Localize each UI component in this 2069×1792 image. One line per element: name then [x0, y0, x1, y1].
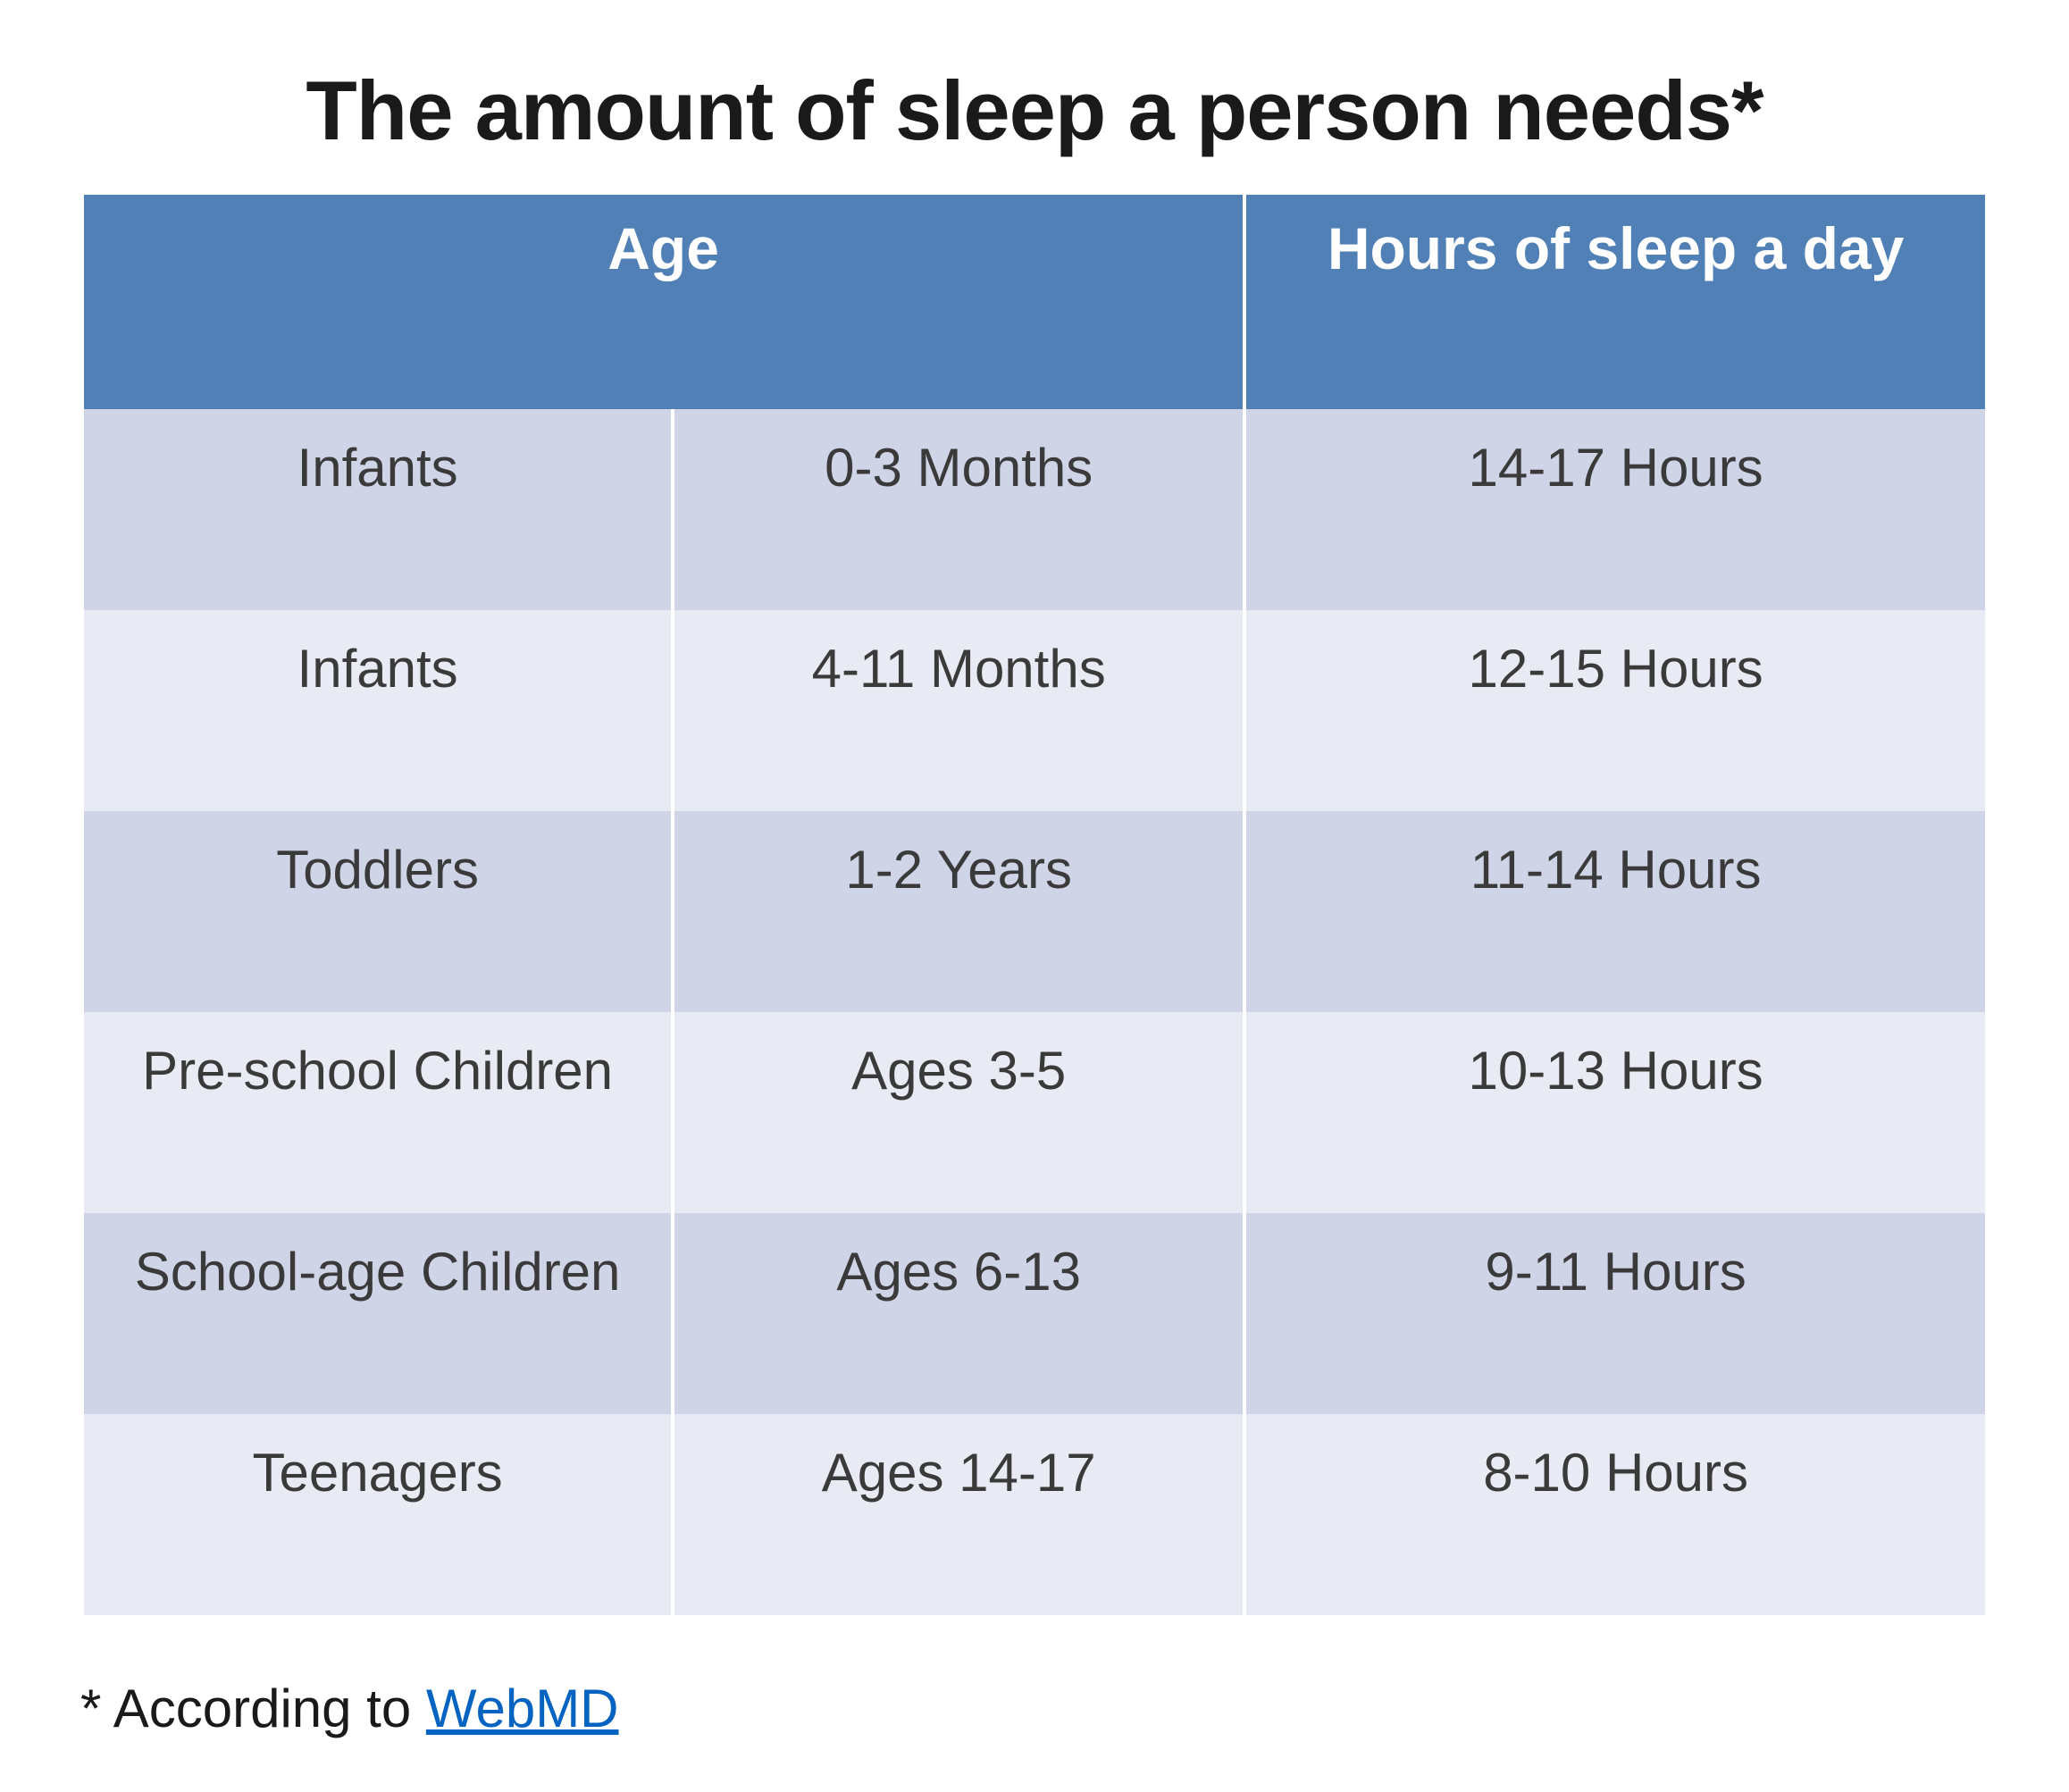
cell-hours: 10-13 Hours: [1246, 1012, 1985, 1213]
cell-group: Toddlers: [84, 811, 671, 1012]
table-row: Pre-school Children Ages 3-5 10-13 Hours: [84, 1012, 1985, 1213]
cell-range: Ages 3-5: [674, 1012, 1243, 1213]
cell-hours: 12-15 Hours: [1246, 610, 1985, 811]
cell-group: Teenagers: [84, 1414, 671, 1615]
cell-range: 0-3 Months: [674, 409, 1243, 610]
source-link[interactable]: WebMD: [426, 1679, 619, 1738]
table-row: Toddlers 1-2 Years 11-14 Hours: [84, 811, 1985, 1012]
cell-group: Pre-school Children: [84, 1012, 671, 1213]
footnote-text: * According to: [80, 1679, 426, 1738]
cell-group: Infants: [84, 409, 671, 610]
cell-hours: 8-10 Hours: [1246, 1414, 1985, 1615]
cell-range: Ages 14-17: [674, 1414, 1243, 1615]
column-header-age: Age: [84, 195, 1243, 409]
cell-group: School-age Children: [84, 1213, 671, 1414]
table-row: Infants 4-11 Months 12-15 Hours: [84, 610, 1985, 811]
sleep-table: Age Hours of sleep a day Infants 0-3 Mon…: [80, 195, 1989, 1615]
table-body: Infants 0-3 Months 14-17 Hours Infants 4…: [84, 409, 1985, 1615]
cell-hours: 9-11 Hours: [1246, 1213, 1985, 1414]
table-header-row: Age Hours of sleep a day: [84, 195, 1985, 409]
cell-range: Ages 6-13: [674, 1213, 1243, 1414]
cell-hours: 11-14 Hours: [1246, 811, 1985, 1012]
table-row: Infants 0-3 Months 14-17 Hours: [84, 409, 1985, 610]
column-header-hours: Hours of sleep a day: [1246, 195, 1985, 409]
cell-range: 1-2 Years: [674, 811, 1243, 1012]
cell-group: Infants: [84, 610, 671, 811]
cell-range: 4-11 Months: [674, 610, 1243, 811]
page-title: The amount of sleep a person needs*: [80, 63, 1989, 159]
table-row: School-age Children Ages 6-13 9-11 Hours: [84, 1213, 1985, 1414]
table-row: Teenagers Ages 14-17 8-10 Hours: [84, 1414, 1985, 1615]
footnote: * According to WebMD: [80, 1678, 1989, 1739]
cell-hours: 14-17 Hours: [1246, 409, 1985, 610]
